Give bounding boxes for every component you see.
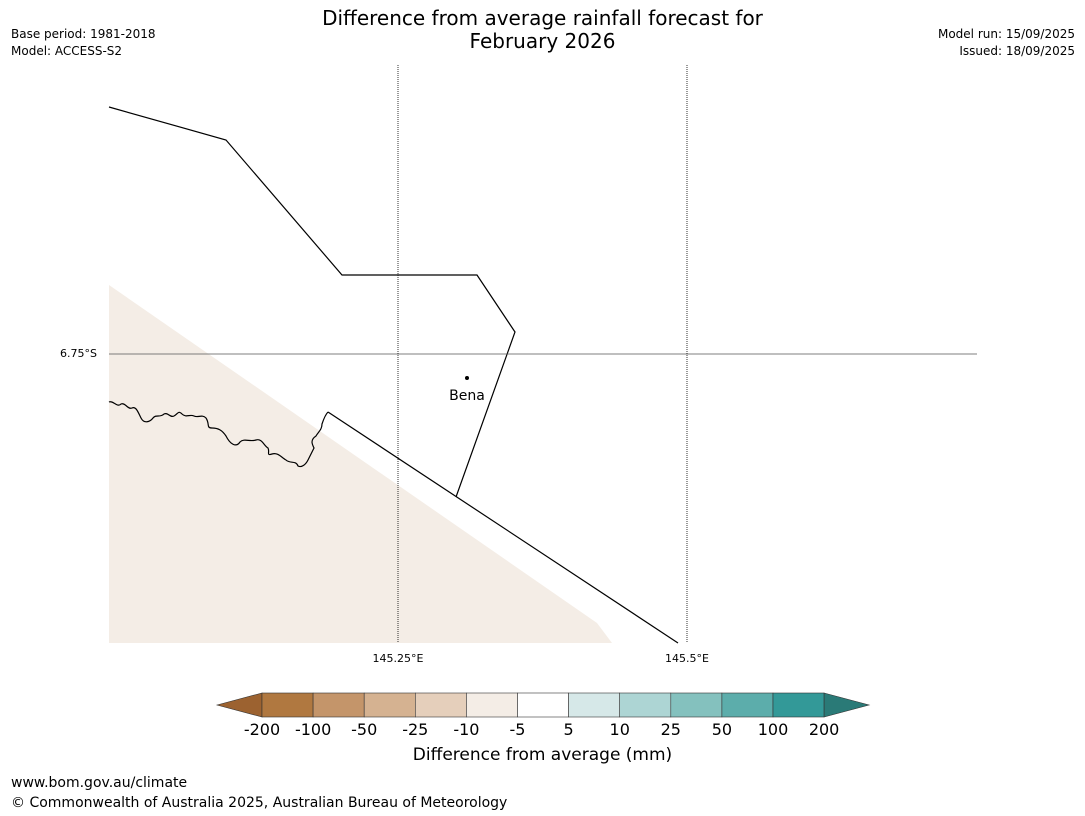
colorbar-tick-label: 100 <box>757 720 789 739</box>
title-line-1: Difference from average rainfall forecas… <box>322 6 763 30</box>
place-label-bena: Bena <box>449 388 485 404</box>
model-run: Model run: 15/09/2025 <box>937 27 1075 41</box>
colorbar-title: Difference from average (mm) <box>412 745 673 765</box>
colorbar-tick-label: -25 <box>402 720 429 739</box>
colorbar-segment <box>517 692 569 718</box>
coastline <box>108 401 329 468</box>
colorbar-segment <box>466 692 518 718</box>
title-line-2: February 2026 <box>469 29 616 53</box>
base-period: Base period: 1981-2018 <box>11 27 156 41</box>
lon-label-145-25: 145.25°E <box>372 652 424 665</box>
province-boundary <box>108 106 516 498</box>
map-canvas <box>108 65 977 644</box>
footer-copyright: © Commonwealth of Australia 2025, Austra… <box>11 795 508 811</box>
colorbar-segment <box>568 692 620 718</box>
footer-url[interactable]: www.bom.gov.au/climate <box>11 775 188 791</box>
rainfall-anomaly-fill <box>109 285 612 643</box>
lon-label-145-5: 145.5°E <box>665 652 709 665</box>
lat-label: 6.75°S <box>60 347 97 360</box>
colorbar-arrow-high <box>823 692 871 718</box>
colorbar-arrow-low <box>215 692 263 718</box>
colorbar-tick-label: 50 <box>711 720 733 739</box>
colorbar-segment <box>670 692 723 718</box>
model-name: Model: ACCESS-S2 <box>11 44 123 58</box>
colorbar-segment <box>414 692 467 718</box>
boundary-line <box>327 411 679 644</box>
colorbar-segment <box>363 692 416 718</box>
colorbar-segment <box>772 692 825 718</box>
colorbar-segment <box>312 692 365 718</box>
colorbar-segment <box>721 692 774 718</box>
colorbar-tick-label: 10 <box>609 720 630 739</box>
colorbar-tick-label: 5 <box>563 720 574 739</box>
colorbar-tick-label: -100 <box>294 720 332 739</box>
colorbar-segment <box>619 692 672 718</box>
colorbar-tick-label: 200 <box>808 720 840 739</box>
colorbar-tick-label: -50 <box>351 720 378 739</box>
colorbar-tick-label: 25 <box>660 720 681 739</box>
colorbar-tick-label: -10 <box>453 720 480 739</box>
colorbar-segment <box>261 692 314 718</box>
place-marker-bena <box>465 376 469 380</box>
map-title: Difference from average rainfall forecas… <box>0 7 1085 53</box>
colorbar-tick-label: -5 <box>509 720 526 739</box>
issued-date: Issued: 18/09/2025 <box>959 44 1075 58</box>
colorbar <box>215 692 871 718</box>
colorbar-tick-label: -200 <box>243 720 281 739</box>
